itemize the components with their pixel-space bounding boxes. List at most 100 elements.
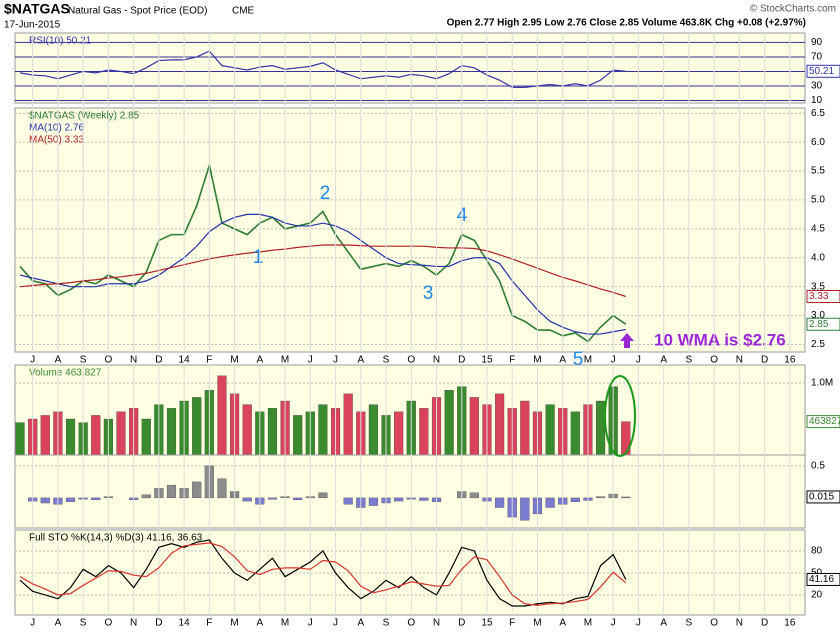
quote: Open 2.77 High 2.95 Low 2.76 Close 2.85 …	[447, 18, 806, 29]
series-line	[19, 213, 626, 335]
credit: © StockCharts.com	[750, 4, 836, 15]
y-tick-label: 4.0	[811, 252, 825, 263]
x-tick-label: N	[130, 618, 137, 629]
y-tick-label: 3.0	[811, 310, 825, 321]
x-tick-label: O	[104, 355, 112, 366]
x-tick-label: S	[80, 355, 87, 366]
x-tick-label: A	[357, 618, 364, 629]
annotation: 1	[253, 247, 264, 268]
x-tick-label: 16	[784, 355, 796, 366]
bar	[192, 481, 202, 499]
x-tick-label: M	[230, 618, 238, 629]
x-tick-label: D	[155, 355, 162, 366]
bar	[621, 496, 631, 499]
x-tick-label: J	[30, 355, 35, 366]
bar	[570, 497, 580, 502]
x-tick-label: A	[256, 618, 263, 629]
panel-bg	[14, 107, 806, 353]
x-tick-label: O	[407, 355, 415, 366]
bar	[444, 390, 454, 456]
x-tick-label: 15	[481, 618, 493, 629]
bar	[595, 400, 606, 456]
x-tick-label: D	[761, 355, 768, 366]
bar	[469, 492, 479, 499]
bar	[116, 411, 126, 456]
x-tick-label: J	[30, 618, 35, 629]
y-tick-label: 70	[811, 52, 823, 63]
y-tick-label: 6.0	[811, 137, 825, 148]
bar	[495, 393, 505, 456]
last-value-label: 41.16	[809, 574, 834, 585]
last-value-box	[806, 572, 840, 586]
y-tick-label: 6.5	[811, 108, 825, 119]
x-tick-label: A	[559, 618, 566, 629]
x-tick-label: F	[206, 618, 212, 629]
panel-title: Full STO %K(14,3) %D(3) 41.16, 36.63	[29, 533, 203, 544]
x-tick-label: F	[206, 355, 212, 366]
y-tick-label: 0.5	[811, 461, 825, 472]
bar	[65, 418, 76, 456]
x-tick-label: S	[686, 355, 693, 366]
x-tick-label: J	[333, 355, 338, 366]
x-tick-label: S	[686, 618, 693, 629]
x-tick-label: S	[383, 355, 390, 366]
series-line	[19, 162, 627, 343]
x-tick-label: N	[736, 355, 743, 366]
last-value-box	[806, 64, 840, 78]
series-line	[19, 50, 626, 89]
last-value-label: 2.85	[809, 319, 829, 330]
bar	[394, 411, 404, 456]
bar	[91, 497, 101, 500]
x-tick-label: M	[533, 618, 541, 629]
last-value-label: 50.21	[809, 66, 834, 77]
y-tick-label: 5.5	[811, 166, 825, 177]
y-tick-label: 2.5	[811, 339, 825, 350]
x-tick-label: O	[710, 618, 718, 629]
x-tick-label: F	[509, 618, 515, 629]
x-tick-label: M	[230, 355, 238, 366]
x-tick-label: A	[660, 355, 667, 366]
bar	[419, 497, 429, 501]
x-tick-label: J	[636, 618, 641, 629]
panel-bg	[14, 454, 806, 529]
bar	[242, 404, 252, 456]
bar	[343, 497, 353, 505]
bar	[166, 484, 177, 499]
last-value-label: 3.33	[809, 291, 829, 302]
bar	[570, 411, 580, 456]
x-tick-label: A	[660, 618, 667, 629]
bar	[495, 497, 505, 508]
bar	[520, 497, 530, 521]
annotation: 5	[573, 349, 584, 370]
x-tick-label: D	[155, 618, 162, 629]
y-tick-label: 3.5	[811, 281, 825, 292]
series-line	[19, 542, 627, 606]
x-tick-label: J	[611, 618, 616, 629]
bar	[343, 393, 353, 456]
bar	[394, 497, 404, 502]
y-tick-label: 90	[811, 37, 823, 48]
x-tick-label: N	[736, 618, 743, 629]
x-tick-label: M	[584, 618, 592, 629]
bar	[40, 497, 50, 504]
x-tick-label: S	[383, 618, 390, 629]
date: 17-Jun-2015	[4, 20, 61, 31]
x-tick-label: O	[407, 618, 415, 629]
bar	[318, 404, 328, 456]
last-value-box	[806, 289, 840, 303]
panel-bg	[14, 529, 806, 616]
legend-entry: Volume 463,827	[29, 368, 102, 379]
x-tick-label: M	[533, 355, 541, 366]
annotation: 10 WMA is $2.76	[654, 330, 786, 349]
bar	[318, 492, 328, 499]
x-tick-label: J	[308, 355, 313, 366]
y-tick-label: 5.0	[811, 195, 825, 206]
bar	[217, 375, 227, 456]
x-tick-label: A	[559, 355, 566, 366]
x-tick-label: D	[458, 355, 465, 366]
x-tick-label: D	[761, 618, 768, 629]
y-tick-label: 1.0M	[811, 378, 833, 389]
x-tick-label: D	[458, 618, 465, 629]
bar	[65, 497, 76, 502]
x-tick-label: 15	[481, 355, 493, 366]
